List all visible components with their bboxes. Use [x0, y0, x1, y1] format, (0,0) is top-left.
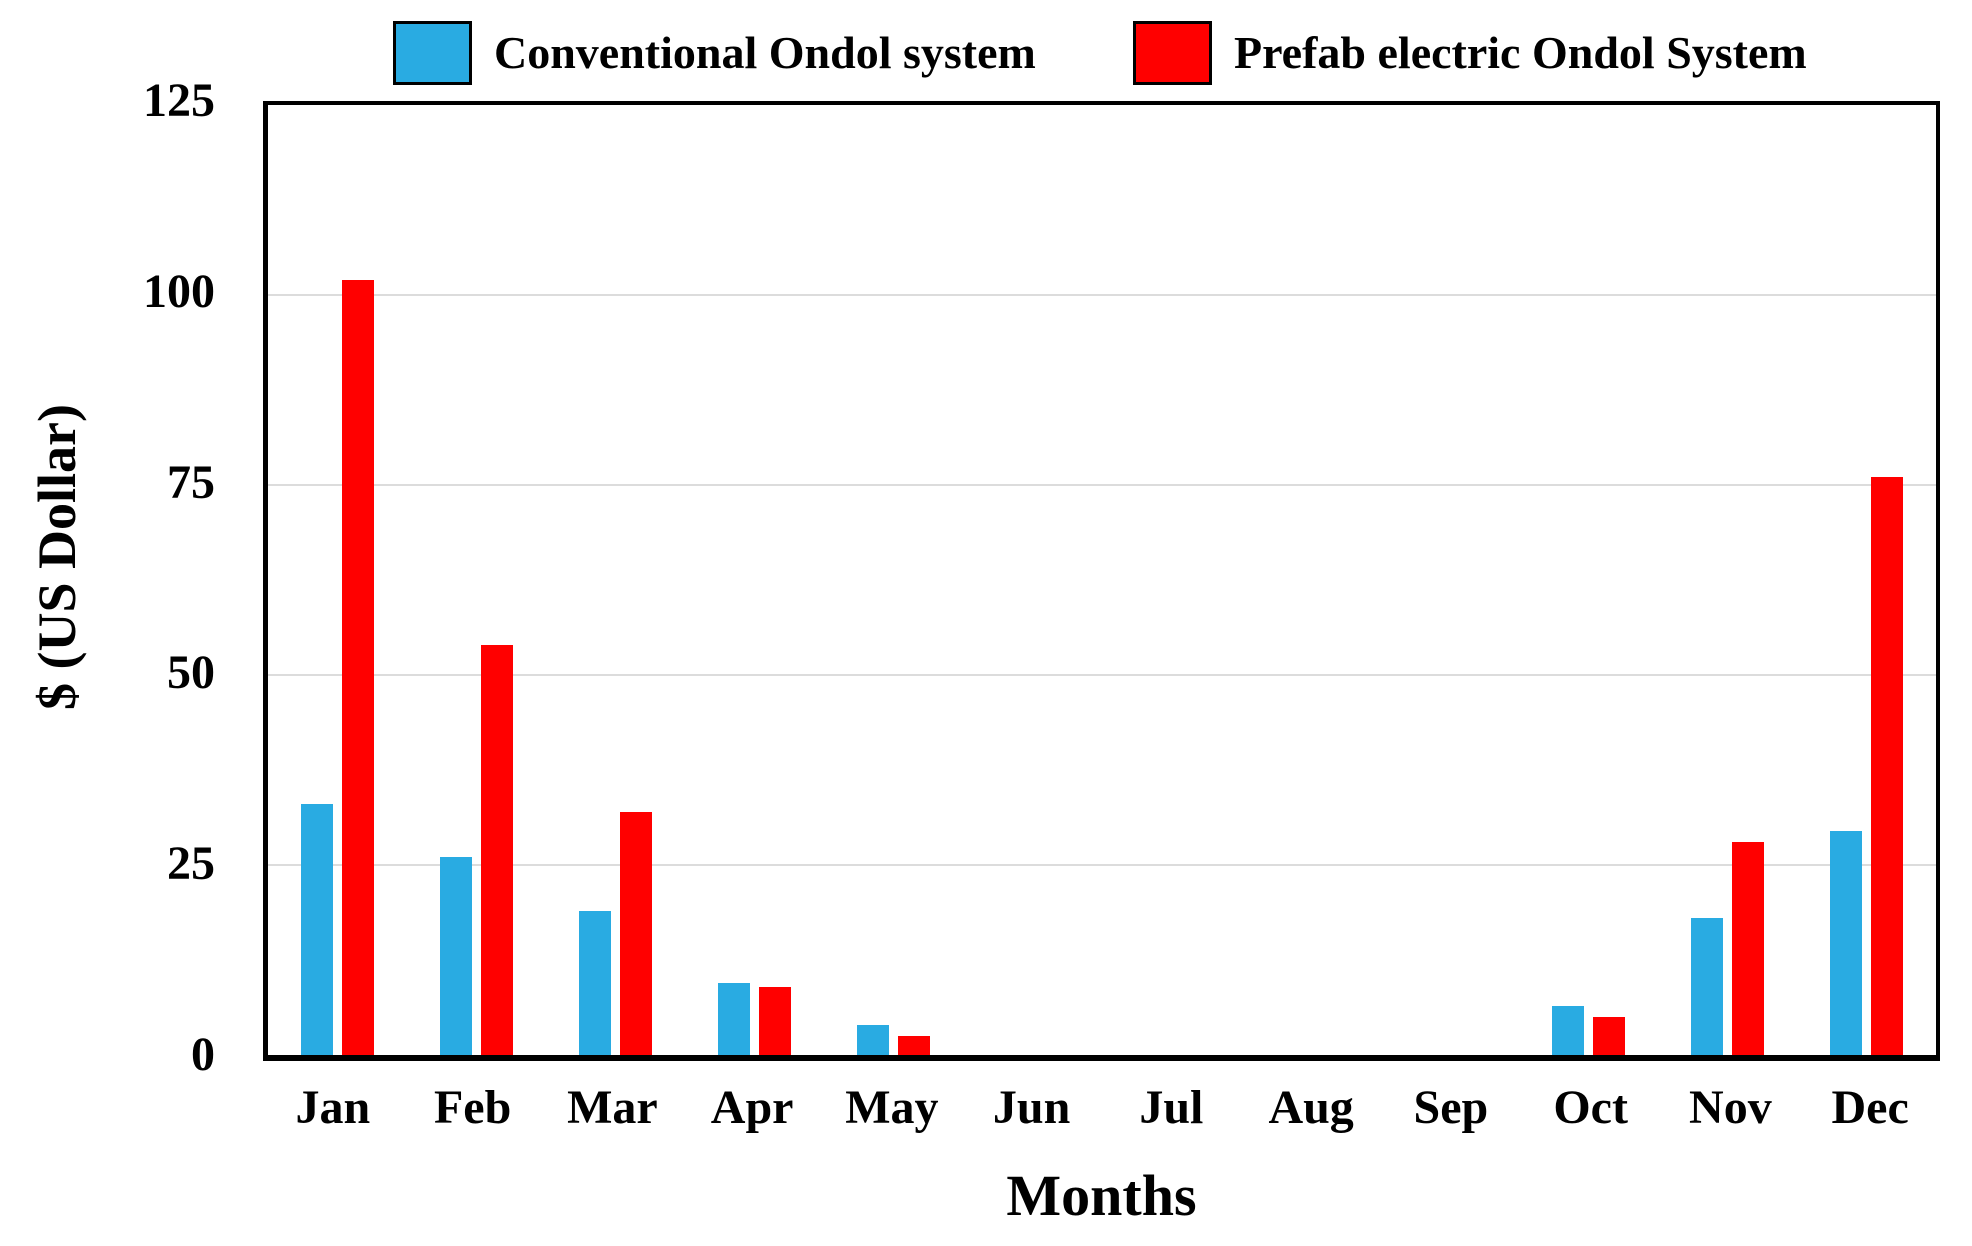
bar-conventional-mar — [579, 910, 611, 1055]
x-tick-label-mar: Mar — [567, 1081, 658, 1134]
x-tick-label-aug: Aug — [1268, 1081, 1354, 1134]
bar-group-oct — [1519, 105, 1658, 1055]
x-tick-label-jan: Jan — [295, 1081, 371, 1134]
x-tick-label-oct: Oct — [1553, 1081, 1628, 1134]
bar-prefab-may — [898, 1036, 930, 1055]
legend-label-prefab: Prefab electric Ondol System — [1234, 27, 1807, 78]
y-tick-label-100: 100 — [143, 264, 215, 318]
x-axis-tick-labels: Jan Feb Mar Apr May Jun Jul Aug Sep Oct Nov Dec — [263, 1081, 1940, 1135]
bar-conventional-jan — [301, 804, 333, 1055]
bar-prefab-feb — [481, 644, 513, 1055]
bar-group-mar — [546, 105, 685, 1055]
gridline-100 — [268, 294, 1936, 296]
bar-group-dec — [1797, 105, 1936, 1055]
x-tick-label-dec: Dec — [1831, 1081, 1909, 1134]
bar-prefab-apr — [759, 986, 791, 1055]
bar-conventional-feb — [440, 857, 472, 1055]
x-tick-label-apr: Apr — [710, 1081, 794, 1134]
x-tick-label-sep: Sep — [1413, 1081, 1489, 1134]
x-tick-label-feb: Feb — [433, 1081, 512, 1134]
legend-item-prefab: Prefab electric Ondol System — [1133, 18, 1807, 88]
gridlines-layer — [268, 105, 1936, 1055]
bar-group-aug — [1241, 105, 1380, 1055]
x-tick-label-nov: Nov — [1689, 1081, 1772, 1134]
bar-prefab-mar — [620, 811, 652, 1055]
gridline-50 — [268, 674, 1936, 676]
gridline-25 — [268, 864, 1936, 866]
bar-prefab-jan — [342, 279, 374, 1055]
x-axis-title: Months — [1006, 1163, 1197, 1228]
bar-prefab-nov — [1732, 842, 1764, 1055]
bar-group-jun — [963, 105, 1102, 1055]
x-tick-label-jun: Jun — [992, 1081, 1071, 1134]
bars-layer — [268, 105, 1936, 1055]
legend-item-conventional: Conventional Ondol system — [393, 18, 1036, 88]
legend-label-conventional: Conventional Ondol system — [494, 27, 1036, 78]
y-tick-label-0: 0 — [191, 1028, 215, 1081]
plot-area — [263, 101, 1940, 1061]
gridline-75 — [268, 484, 1936, 486]
bar-group-jan — [268, 105, 407, 1055]
bar-prefab-dec — [1871, 477, 1903, 1055]
bar-conventional-may — [857, 1024, 889, 1055]
bar-prefab-oct — [1593, 1017, 1625, 1055]
bar-conventional-apr — [718, 982, 750, 1055]
y-tick-label-50: 50 — [167, 646, 215, 700]
y-tick-label-75: 75 — [167, 455, 215, 509]
x-tick-label-jul: Jul — [1139, 1081, 1204, 1134]
legend-swatch-conventional — [393, 21, 472, 85]
bar-conventional-nov — [1691, 918, 1723, 1055]
y-tick-label-25: 25 — [167, 837, 215, 891]
bar-conventional-oct — [1552, 1005, 1584, 1055]
bar-group-sep — [1380, 105, 1519, 1055]
y-tick-label-125: 125 — [143, 74, 215, 127]
legend-swatch-prefab — [1133, 21, 1212, 85]
bar-conventional-dec — [1830, 830, 1862, 1055]
bar-group-nov — [1658, 105, 1797, 1055]
bar-group-feb — [407, 105, 546, 1055]
bar-group-may — [824, 105, 963, 1055]
x-tick-label-may: May — [845, 1081, 939, 1134]
bar-group-jul — [1102, 105, 1241, 1055]
y-axis-tick-labels: 0 25 50 75 100 125 — [0, 77, 215, 1079]
bar-group-apr — [685, 105, 824, 1055]
